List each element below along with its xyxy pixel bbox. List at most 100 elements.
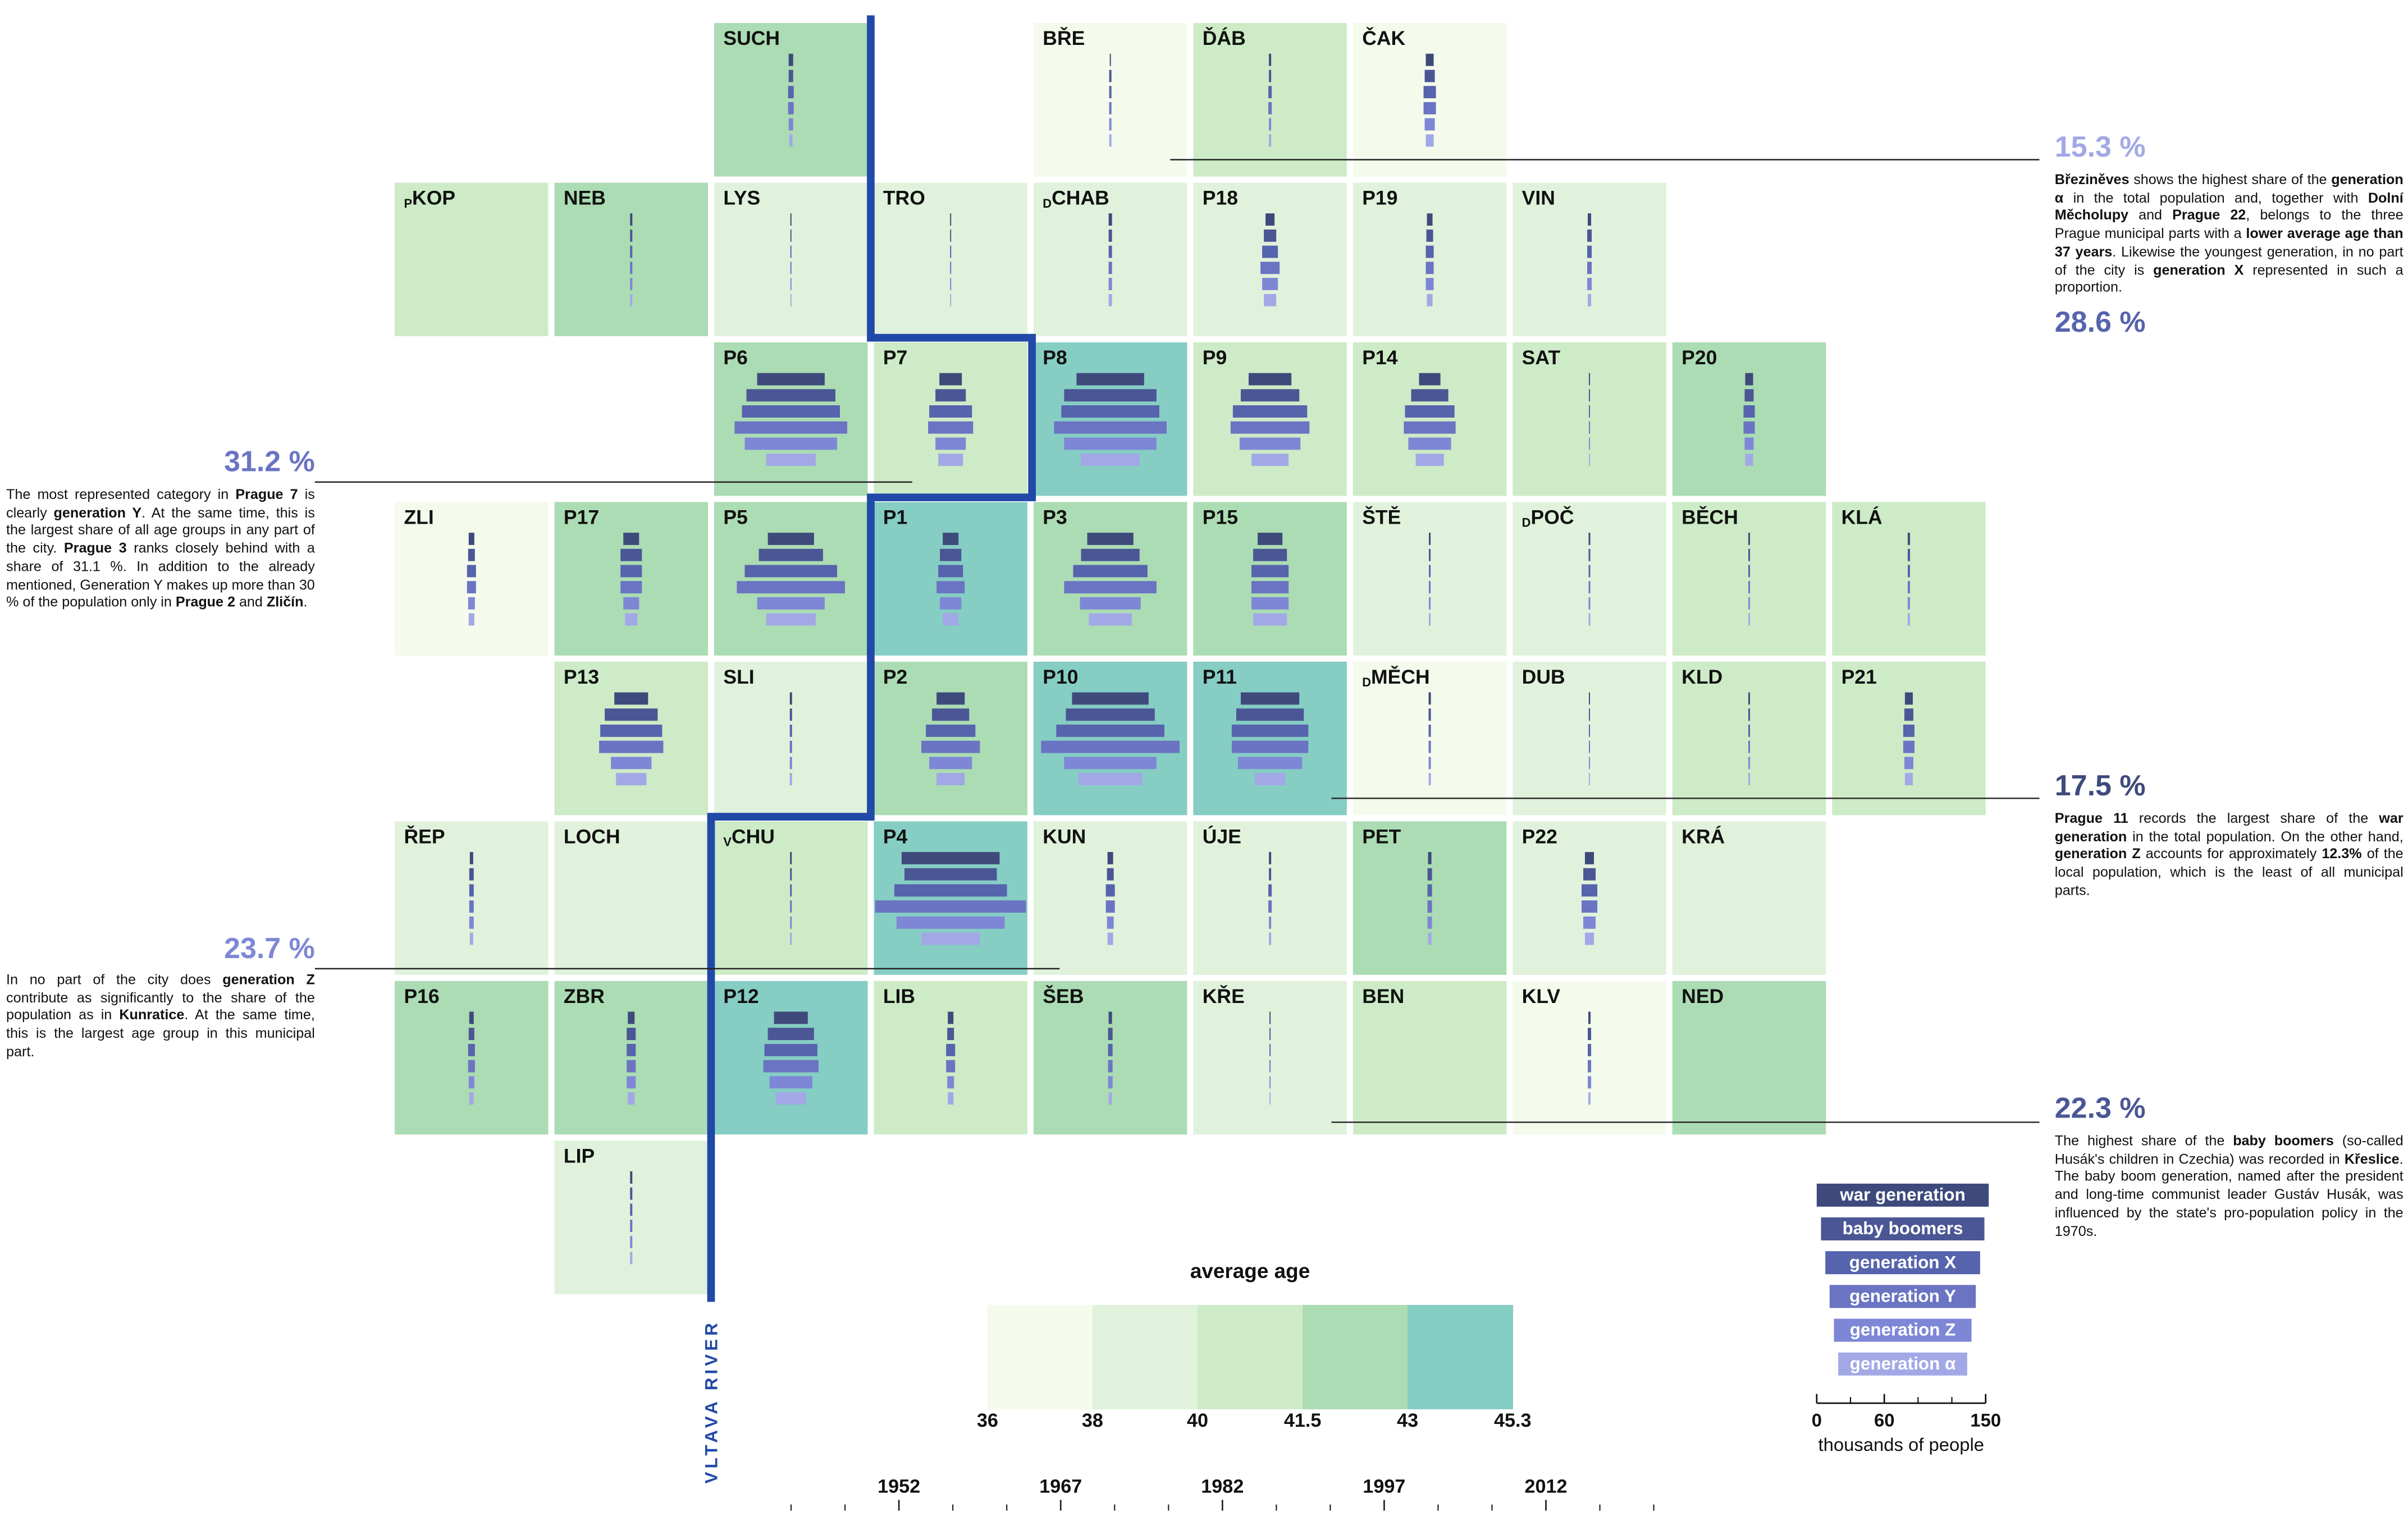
pyramid-bar [1073, 565, 1148, 578]
pyramid-bar [630, 294, 633, 306]
pyramid-bar [1269, 1028, 1271, 1041]
district-name: ŘEP [404, 826, 445, 848]
pyramid-bar [948, 1011, 954, 1024]
district-tile [1352, 502, 1507, 656]
bold-run: Prague 7 [235, 487, 298, 502]
pyramid-bar [1589, 740, 1591, 753]
pyramid-bar [1427, 900, 1432, 913]
district-name: NEB [564, 187, 606, 209]
pyramid-bar [1239, 437, 1301, 450]
pyramid-bar [469, 868, 474, 881]
district-tile [554, 1141, 709, 1294]
pyramid-bar [605, 708, 658, 721]
district-name: P21 [1842, 666, 1877, 688]
pyramid-bar [1419, 373, 1441, 386]
district-name: ŠEB [1043, 985, 1084, 1007]
pyramid-bar [1589, 389, 1591, 402]
pyramid-bar [1251, 581, 1289, 594]
generation-name: generation α [1850, 1354, 1956, 1373]
district-label: ZBR [564, 985, 605, 1007]
pyramid-bar [928, 421, 974, 434]
pyramid-bar [1269, 1060, 1271, 1073]
district-tile [1352, 821, 1507, 975]
pyramid-bar [1269, 1011, 1271, 1024]
district-name: P18 [1203, 187, 1238, 209]
pyramid-bar [1748, 773, 1750, 786]
pyramid-bar [1428, 692, 1431, 705]
pyramid-bar [1429, 533, 1431, 545]
pyramid-bar [630, 262, 633, 274]
pyramid-bar [759, 548, 823, 561]
river [707, 15, 1036, 1302]
district-tile [554, 661, 709, 816]
text-run: (so-called Husák's children in Czechia) … [2054, 1133, 2404, 1166]
district-tile [874, 182, 1027, 337]
pyramid-bar [1588, 565, 1591, 578]
pyramid-bar [774, 1011, 808, 1024]
district-label: DPOČ [1522, 506, 1574, 530]
text-run: accounts for approximately [2140, 846, 2322, 862]
district-label: P2 [883, 666, 907, 688]
pyramid-bar [1054, 421, 1167, 434]
district-label: KLD [1682, 666, 1722, 688]
pyramid-bar [1589, 773, 1591, 786]
district-label: P15 [1203, 506, 1238, 529]
pyramid-bar [467, 565, 476, 578]
district-name: P5 [723, 506, 747, 529]
district-name: P15 [1203, 506, 1238, 529]
district-tile [395, 182, 549, 337]
pyramid-bar [468, 613, 474, 626]
pyramid-bar [790, 916, 792, 929]
pyramid-bar [940, 548, 962, 561]
pyramid-bar [789, 740, 792, 753]
text-run: and [2128, 208, 2173, 223]
pyramid-bar [1427, 868, 1432, 881]
district-name: P2 [883, 666, 907, 688]
district-label: SLI [723, 666, 754, 688]
district-tile [1832, 502, 1986, 656]
district-name: P1 [883, 506, 907, 529]
district-name: ZBR [564, 985, 605, 1007]
pyramid-bar [1589, 373, 1591, 386]
pyramid-bar [469, 1092, 474, 1105]
district-name: ČAK [1362, 28, 1405, 50]
pyramid-bar [789, 708, 792, 721]
pyramid-bar [630, 1235, 633, 1248]
pyramid-bar [1268, 900, 1272, 913]
pyramid-bar [1748, 597, 1750, 610]
callout-text: Prague 11 records the largest share of t… [2055, 810, 2404, 900]
text-run: The highest share of the [2054, 1133, 2233, 1148]
pyramid-bar [935, 437, 966, 450]
district-tile [714, 821, 868, 975]
district-label: P11 [1203, 666, 1237, 688]
pyramid-bar [1108, 278, 1112, 290]
pyramid-bar [1585, 852, 1594, 864]
district-prefix: D [1043, 196, 1052, 210]
district-label: BŘE [1043, 28, 1085, 50]
pyramid-bar [936, 581, 965, 594]
pyramid-bar [1078, 773, 1143, 786]
pyramid-bar [628, 1011, 635, 1024]
pyramid-bar [628, 1092, 635, 1105]
pyramid-bar [936, 692, 965, 705]
pyramid-bar [1748, 533, 1750, 545]
district-name: NED [1682, 985, 1724, 1007]
pyramid-bar [1907, 597, 1910, 610]
pyramid-bar [1429, 597, 1431, 610]
district-label: P18 [1203, 187, 1238, 209]
pyramid-bar [1587, 262, 1592, 274]
district-name: TRO [883, 187, 925, 209]
pyramid-bar [1109, 134, 1112, 147]
pyramid-bar [1745, 454, 1753, 466]
pyramid-bar [1429, 565, 1431, 578]
pyramid-bar [1108, 1011, 1112, 1024]
pyramid-bar [947, 1076, 954, 1089]
district-tile [1513, 661, 1666, 816]
district-label: ŠTĚ [1362, 506, 1401, 529]
pyramid-bar [1429, 548, 1431, 561]
district-label: NED [1682, 985, 1724, 1007]
generation-name: generation Y [1849, 1286, 1956, 1306]
pyramid-bar [1581, 884, 1598, 897]
pyramid-bar [623, 533, 639, 545]
